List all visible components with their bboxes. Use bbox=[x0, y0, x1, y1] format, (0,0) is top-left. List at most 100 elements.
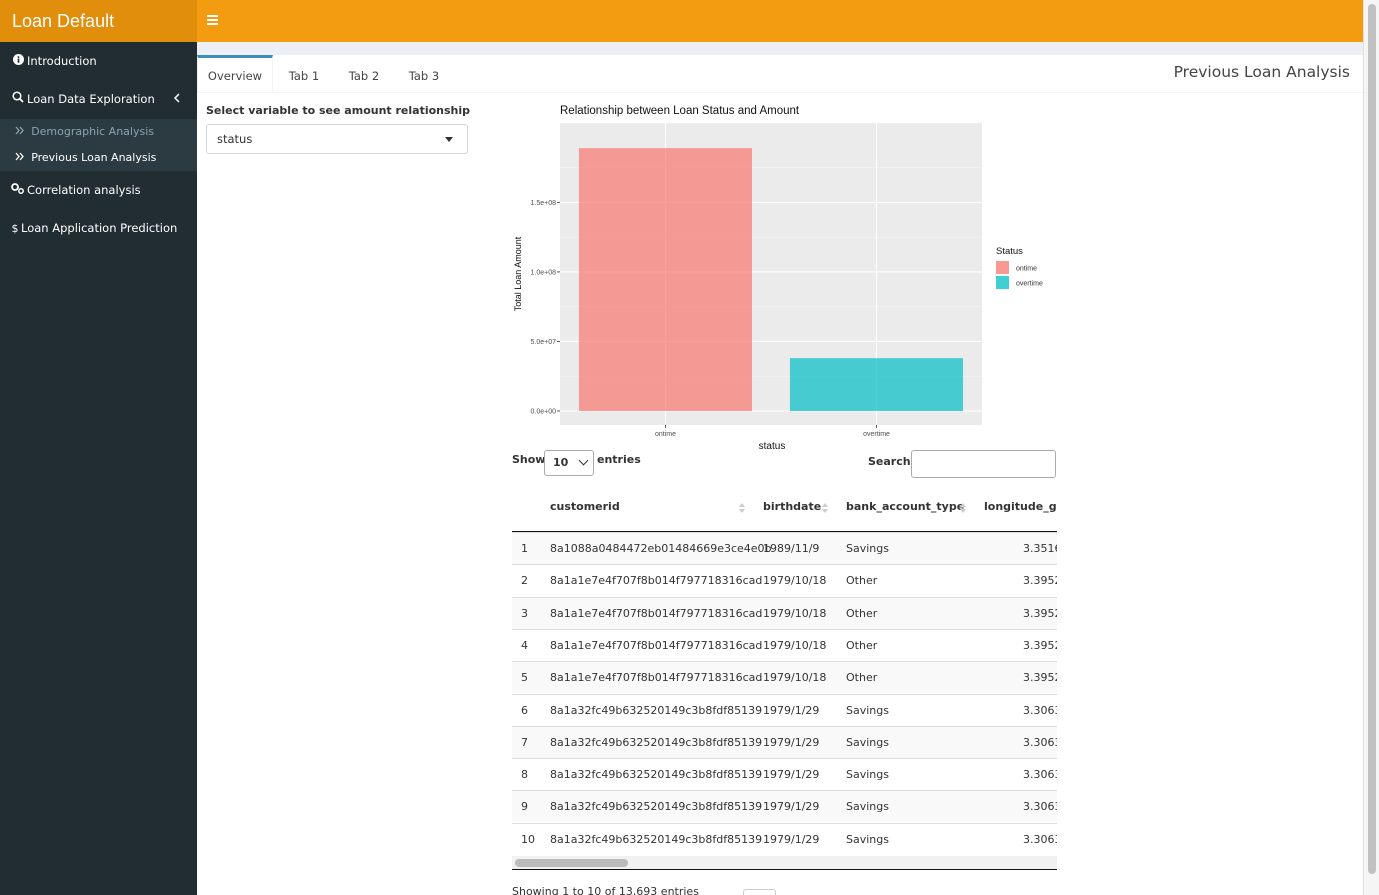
table-row[interactable]: 7 8a1a32fc49b632520149c3b8fdf85139 1979/1/… bbox=[512, 726, 1057, 758]
cell-index: 3 bbox=[521, 598, 528, 629]
entries-length-value: 10 bbox=[553, 456, 568, 469]
entries-length-select[interactable]: 10 bbox=[544, 450, 594, 476]
sidebar-item-loan-application-prediction[interactable]: $ Loan Application Prediction bbox=[0, 210, 197, 246]
sidebar-item-correlation-analysis[interactable]: Correlation analysis bbox=[0, 172, 197, 208]
sidebar-item-label: Introduction bbox=[27, 54, 97, 68]
variable-select-value: status bbox=[217, 132, 252, 146]
cell-longitude-gp: 3.3063 bbox=[1023, 695, 1057, 726]
table-search-input[interactable] bbox=[911, 450, 1056, 478]
cell-birthdate: 1979/10/18 bbox=[763, 630, 826, 661]
col-header-bank-account-type[interactable]: bank_account_type bbox=[846, 500, 964, 513]
cell-longitude-gp: 3.3063 bbox=[1023, 759, 1057, 790]
cell-birthdate: 1979/10/18 bbox=[763, 662, 826, 693]
cell-bank-account-type: Other bbox=[846, 662, 877, 693]
cell-bank-account-type: Savings bbox=[846, 759, 889, 790]
box-title: Previous Loan Analysis bbox=[1174, 63, 1350, 81]
chevron-left-icon[interactable] bbox=[173, 81, 181, 117]
sidebar-subitem-label: Previous Loan Analysis bbox=[31, 151, 156, 164]
table-row[interactable]: 2 8a1a1e7e4f707f8b014f797718316cad 1979/10… bbox=[512, 564, 1057, 596]
table-row[interactable]: 6 8a1a32fc49b632520149c3b8fdf85139 1979/1/… bbox=[512, 694, 1057, 726]
sort-icon[interactable] bbox=[739, 503, 745, 513]
sort-icon[interactable] bbox=[822, 503, 828, 513]
col-header-birthdate[interactable]: birthdate bbox=[763, 500, 821, 513]
select-label: Select variable to see amount relationsh… bbox=[206, 104, 470, 117]
variable-select[interactable]: status bbox=[206, 124, 468, 154]
table-row[interactable]: 3 8a1a1e7e4f707f8b014f797718316cad 1979/10… bbox=[512, 597, 1057, 629]
cell-birthdate: 1979/1/29 bbox=[763, 791, 819, 822]
table-row[interactable]: 5 8a1a1e7e4f707f8b014f797718316cad 1979/10… bbox=[512, 661, 1057, 693]
sidebar-item-loan-data-exploration[interactable]: Loan Data Exploration bbox=[0, 81, 197, 117]
table-row[interactable]: 1 8a1088a0484472eb01484669e3ce4e0b 1989/11… bbox=[512, 532, 1057, 564]
legend: Status ontime overtime bbox=[996, 246, 1043, 289]
sidebar-item-introduction[interactable]: Introduction bbox=[0, 43, 197, 79]
content-wrapper: Overview Tab 1 Tab 2 Tab 3 Previous Loan… bbox=[197, 42, 1363, 895]
table-row[interactable]: 9 8a1a32fc49b632520149c3b8fdf85139 1979/1/… bbox=[512, 790, 1057, 822]
cell-customerid: 8a1a32fc49b632520149c3b8fdf85139 bbox=[550, 791, 762, 822]
table-info: Showing 1 to 10 of 13,693 entries bbox=[512, 885, 699, 895]
cell-longitude-gp: 3.3063 bbox=[1023, 824, 1057, 855]
cell-bank-account-type: Other bbox=[846, 598, 877, 629]
cell-index: 7 bbox=[521, 727, 528, 758]
table-horizontal-scrollbar[interactable] bbox=[512, 856, 1057, 870]
x-tick-label: ontime bbox=[655, 431, 676, 438]
cell-customerid: 8a1088a0484472eb01484669e3ce4e0b bbox=[550, 533, 772, 564]
sidebar-subitem-demographic-analysis[interactable]: Demographic Analysis bbox=[0, 119, 197, 145]
tab-overview[interactable]: Overview bbox=[197, 55, 273, 93]
cell-longitude-gp: 3.3952 bbox=[1023, 565, 1057, 596]
table-row[interactable]: 10 8a1a32fc49b632520149c3b8fdf85139 1979/1… bbox=[512, 823, 1057, 855]
legend-title: Status bbox=[996, 246, 1023, 257]
angle-double-right-icon bbox=[15, 127, 28, 138]
bar-ontime[interactable] bbox=[579, 148, 752, 411]
y-tick-label: 0.0e+00 bbox=[531, 409, 557, 416]
bar-overtime[interactable] bbox=[790, 358, 963, 411]
sidebar-item-label: Loan Application Prediction bbox=[21, 221, 177, 235]
data-table: customerid birthdate bank_account_type l… bbox=[512, 485, 1057, 875]
tab-3[interactable]: Tab 3 bbox=[397, 55, 451, 93]
col-header-longitude-gp[interactable]: longitude_gp bbox=[984, 500, 1057, 513]
scroll-thumb[interactable] bbox=[515, 859, 628, 867]
table-row[interactable]: 8 8a1a32fc49b632520149c3b8fdf85139 1979/1/… bbox=[512, 758, 1057, 790]
chart-title: Relationship between Loan Status and Amo… bbox=[560, 105, 800, 117]
y-tick-label: 5.0e+07 bbox=[531, 339, 557, 346]
y-tick-label: 1.0e+08 bbox=[531, 269, 557, 276]
cell-customerid: 8a1a1e7e4f707f8b014f797718316cad bbox=[550, 630, 762, 661]
tab-2[interactable]: Tab 2 bbox=[337, 55, 391, 93]
sidebar: Introduction Loan Data Exploration Demog… bbox=[0, 42, 197, 895]
cell-customerid: 8a1a1e7e4f707f8b014f797718316cad bbox=[550, 565, 762, 596]
cell-index: 9 bbox=[521, 791, 528, 822]
angle-double-right-icon bbox=[15, 153, 28, 164]
scroll-thumb[interactable] bbox=[1368, 4, 1376, 874]
cell-customerid: 8a1a32fc49b632520149c3b8fdf85139 bbox=[550, 695, 762, 726]
table-row[interactable]: 4 8a1a1e7e4f707f8b014f797718316cad 1979/10… bbox=[512, 629, 1057, 661]
cell-bank-account-type: Savings bbox=[846, 791, 889, 822]
legend-label: overtime bbox=[1016, 281, 1043, 288]
legend-swatch-overtime bbox=[996, 276, 1009, 289]
cell-birthdate: 1979/10/18 bbox=[763, 598, 826, 629]
info-circle-icon bbox=[11, 44, 25, 80]
cell-longitude-gp: 3.3063 bbox=[1023, 727, 1057, 758]
sort-icon[interactable] bbox=[960, 503, 966, 513]
x-tick-label: overtime bbox=[863, 431, 890, 438]
scroll-to-top-button[interactable] bbox=[743, 889, 776, 895]
search-icon bbox=[11, 82, 25, 118]
tab-1[interactable]: Tab 1 bbox=[277, 55, 331, 93]
chevron-down-icon bbox=[579, 456, 589, 466]
legend-label: ontime bbox=[1016, 266, 1037, 273]
cell-bank-account-type: Savings bbox=[846, 824, 889, 855]
dt-show-label: Show bbox=[512, 453, 545, 466]
sidebar-item-label: Loan Data Exploration bbox=[27, 92, 155, 106]
cell-customerid: 8a1a32fc49b632520149c3b8fdf85139 bbox=[550, 824, 762, 855]
sidebar-toggle-icon[interactable] bbox=[207, 11, 221, 31]
cell-customerid: 8a1a32fc49b632520149c3b8fdf85139 bbox=[550, 727, 762, 758]
col-header-customerid[interactable]: customerid bbox=[550, 500, 620, 513]
cell-birthdate: 1989/11/9 bbox=[763, 533, 819, 564]
sidebar-subitem-previous-loan-analysis[interactable]: Previous Loan Analysis bbox=[0, 145, 197, 171]
cell-bank-account-type: Other bbox=[846, 630, 877, 661]
page-vertical-scrollbar[interactable] bbox=[1363, 0, 1379, 895]
main-header: Loan Default Prediction bbox=[0, 0, 1363, 42]
cell-index: 1 bbox=[521, 533, 528, 564]
app-logo[interactable]: Loan Default Prediction bbox=[0, 0, 197, 42]
cell-birthdate: 1979/1/29 bbox=[763, 727, 819, 758]
cell-longitude-gp: 3.3063 bbox=[1023, 791, 1057, 822]
tab-box: Overview Tab 1 Tab 2 Tab 3 Previous Loan… bbox=[197, 55, 1363, 895]
